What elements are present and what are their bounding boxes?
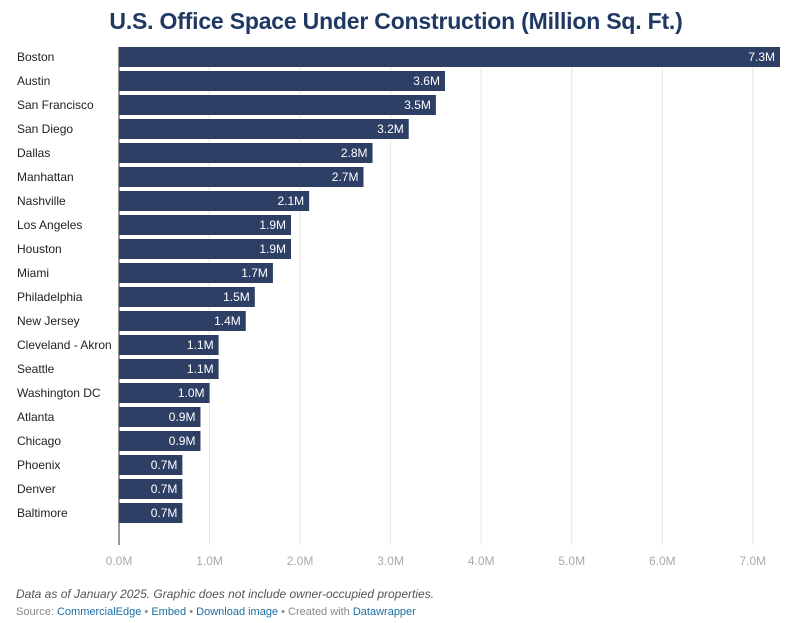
source-prefix: Source:	[16, 606, 57, 618]
category-label: San Francisco	[17, 98, 94, 112]
value-label: 1.9M	[259, 242, 286, 256]
bar	[119, 479, 183, 499]
category-label: Chicago	[17, 434, 61, 448]
x-tick-label: 5.0M	[558, 554, 585, 568]
value-label: 7.3M	[748, 50, 775, 64]
bar	[119, 431, 201, 451]
category-label: New Jersey	[17, 314, 80, 328]
category-label: Los Angeles	[17, 218, 82, 232]
x-tick-label: 1.0M	[196, 554, 223, 568]
value-label: 2.7M	[332, 170, 359, 184]
value-label: 3.6M	[413, 74, 440, 88]
category-label: Nashville	[17, 194, 66, 208]
value-label: 2.1M	[277, 194, 304, 208]
bar	[119, 311, 246, 331]
bar	[119, 239, 292, 259]
bar	[119, 119, 409, 139]
value-label: 1.9M	[259, 218, 286, 232]
value-label: 1.5M	[223, 290, 250, 304]
bar	[119, 503, 183, 523]
embed-link[interactable]: Embed	[151, 606, 187, 618]
bar	[119, 191, 310, 211]
category-label: Cleveland - Akron	[17, 338, 112, 352]
separator: •	[186, 606, 197, 618]
x-tick-label: 3.0M	[377, 554, 404, 568]
category-label: Boston	[17, 50, 54, 64]
bar	[119, 287, 255, 307]
value-label: 0.7M	[151, 458, 178, 472]
bar	[119, 143, 373, 163]
bar	[119, 407, 201, 427]
category-label: Dallas	[17, 146, 50, 160]
value-label: 0.7M	[151, 482, 178, 496]
bar	[119, 71, 445, 91]
category-label: Atlanta	[17, 410, 55, 424]
value-label: 1.4M	[214, 314, 241, 328]
bar	[119, 95, 436, 115]
x-tick-label: 7.0M	[739, 554, 766, 568]
category-label: Washington DC	[17, 386, 101, 400]
value-label: 0.9M	[169, 410, 196, 424]
value-label: 3.2M	[377, 122, 404, 136]
bar	[119, 455, 183, 475]
category-label: Seattle	[17, 362, 55, 376]
x-tick-label: 0.0M	[106, 554, 133, 568]
value-label: 2.8M	[341, 146, 368, 160]
chart-note: Data as of January 2025. Graphic does no…	[16, 587, 435, 601]
category-label: Houston	[17, 242, 62, 256]
created-with-text: • Created with	[278, 606, 353, 618]
category-label: Phoenix	[17, 458, 60, 472]
chart-title: U.S. Office Space Under Construction (Mi…	[109, 8, 683, 34]
bar-chart: Boston 7.3M Austin 3.6M San Francisco 3.5M San…	[17, 47, 780, 568]
bar	[119, 359, 219, 379]
bar	[119, 215, 292, 235]
x-tick-label: 6.0M	[649, 554, 676, 568]
bar	[119, 167, 364, 187]
category-label: San Diego	[17, 122, 73, 136]
value-label: 0.7M	[151, 506, 178, 520]
source-link[interactable]: CommercialEdge	[56, 606, 142, 618]
bar	[119, 335, 219, 355]
value-label: 0.9M	[169, 434, 196, 448]
bar	[119, 263, 273, 283]
x-tick-label: 2.0M	[287, 554, 314, 568]
value-label: 3.5M	[404, 98, 431, 112]
category-label: Austin	[17, 74, 50, 88]
category-label: Denver	[17, 482, 56, 496]
download-image-link[interactable]: Download image	[196, 606, 279, 618]
chart-source-line: Source: CommercialEdge • Embed • Downloa…	[16, 606, 416, 618]
category-label: Baltimore	[17, 506, 68, 520]
value-label: 1.7M	[241, 266, 268, 280]
value-label: 1.0M	[178, 386, 205, 400]
datawrapper-link[interactable]: Datawrapper	[352, 606, 416, 618]
category-label: Manhattan	[17, 170, 74, 184]
bar	[119, 383, 210, 403]
category-label: Philadelphia	[17, 290, 83, 304]
value-label: 1.1M	[187, 338, 214, 352]
category-label: Miami	[17, 266, 49, 280]
value-label: 1.1M	[187, 362, 214, 376]
bar	[119, 47, 780, 67]
separator: •	[141, 606, 152, 618]
x-tick-label: 4.0M	[468, 554, 495, 568]
